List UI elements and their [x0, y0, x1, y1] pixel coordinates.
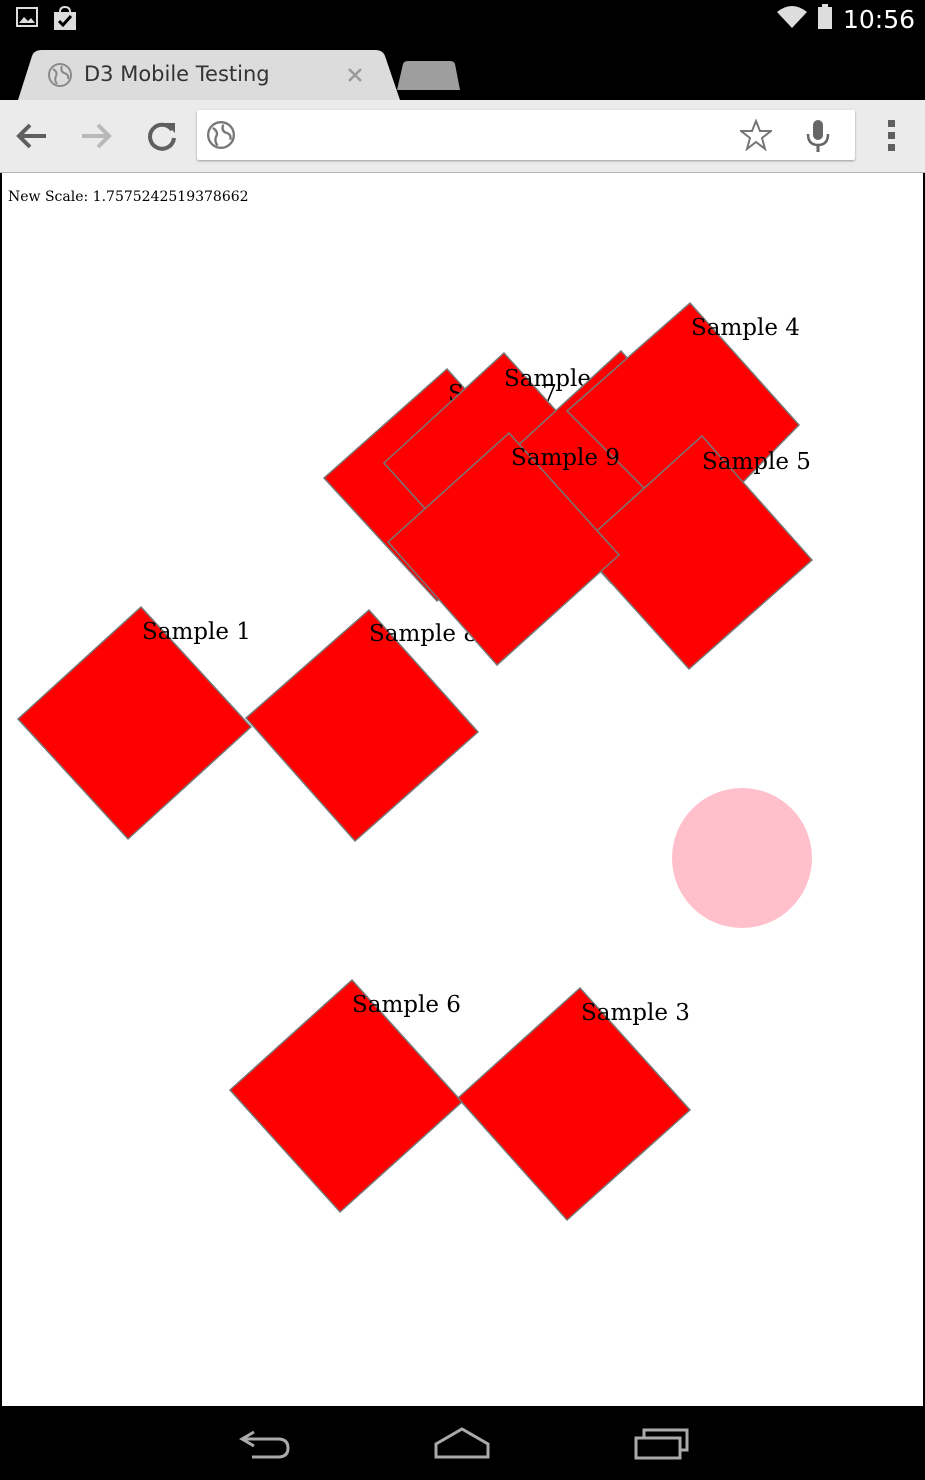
sample-node[interactable] [386, 431, 621, 667]
sample-node[interactable]: Sample 4 [565, 301, 801, 537]
browser-toolbar [0, 100, 925, 173]
web-page-content[interactable]: New Scale: 1.7575242519378662 Sample 1 Sa… [2, 173, 923, 1406]
microphone-icon[interactable] [805, 119, 831, 157]
back-icon[interactable] [238, 1424, 294, 1468]
sample-node[interactable]: Sample 1 [16, 605, 253, 841]
sample-node[interactable]: Sample 3 [456, 986, 692, 1222]
sample-square[interactable] [577, 434, 814, 671]
sample-square[interactable] [456, 986, 692, 1222]
sample-label: Sample 8 [369, 621, 478, 647]
sample-node[interactable]: Sample 5 [577, 434, 814, 671]
address-bar[interactable] [197, 110, 855, 160]
pink-circle[interactable] [672, 788, 812, 928]
sample-node[interactable]: Sample 8 [244, 608, 480, 843]
status-bar: 10:56 [0, 0, 925, 40]
sample-square[interactable] [244, 608, 480, 843]
gallery-icon [16, 6, 38, 36]
active-tab[interactable]: D3 Mobile Testing [0, 50, 405, 100]
sample-label: Sample 3 [581, 1000, 690, 1026]
battery-icon [817, 4, 833, 34]
reload-icon[interactable] [144, 118, 180, 154]
status-time: 10:56 [842, 4, 915, 34]
tab-strip: D3 Mobile Testing [0, 40, 925, 100]
url-input[interactable] [247, 118, 721, 152]
sample-label: Sample 1 [142, 619, 251, 645]
tab-title: D3 Mobile Testing [84, 62, 270, 86]
sample-square[interactable] [16, 605, 253, 841]
sample-label: Sample 9 [511, 445, 620, 471]
globe-icon [207, 121, 235, 153]
sample-label: Sample 4 [691, 315, 800, 341]
sample-square[interactable] [386, 431, 621, 667]
sample-label: Sample 6 [352, 992, 461, 1018]
forward-arrow-icon[interactable] [78, 118, 114, 154]
home-icon[interactable] [432, 1424, 492, 1468]
sample-label: Sample 5 [702, 449, 811, 475]
bookmark-star-icon[interactable] [738, 118, 774, 155]
overflow-menu-icon[interactable] [874, 118, 910, 154]
store-checkmark-icon [52, 5, 78, 36]
wifi-icon [776, 5, 807, 33]
scale-readout: New Scale: 1.7575242519378662 [8, 189, 249, 205]
new-tab-button[interactable] [395, 60, 461, 96]
sample-node[interactable]: Sample 6 [228, 978, 464, 1214]
recents-icon[interactable] [632, 1424, 692, 1468]
back-arrow-icon[interactable] [14, 118, 50, 154]
navigation-bar [0, 1406, 925, 1480]
sample-square[interactable] [228, 978, 464, 1214]
